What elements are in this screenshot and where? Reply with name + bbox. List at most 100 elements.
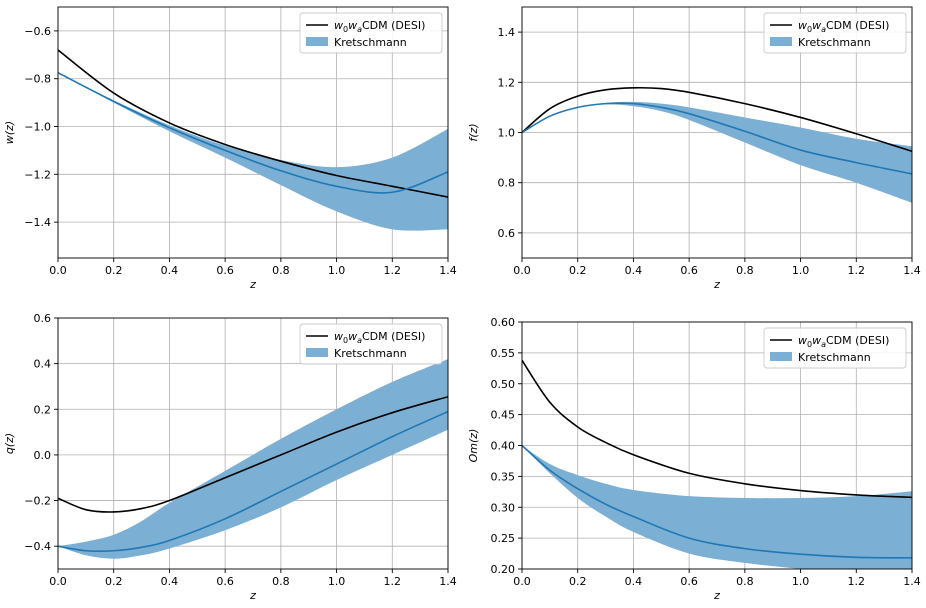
x-tick-label: 0.4 <box>161 575 179 588</box>
legend-label-desi: w0waCDM (DESI) <box>334 19 425 34</box>
legend-label-kretschmann: Kretschmann <box>334 36 407 49</box>
y-tick-label: −0.6 <box>24 25 51 38</box>
x-tick-label: 1.2 <box>384 264 402 277</box>
y-tick-label: 0.30 <box>491 501 516 514</box>
y-axis-label: q(z) <box>3 433 16 454</box>
y-tick-label: 0.45 <box>491 409 516 422</box>
y-tick-label: 1.2 <box>498 76 516 89</box>
legend: w0waCDM (DESI) Kretschmann <box>763 327 907 369</box>
x-axis-label: z <box>713 278 720 291</box>
y-tick-label: 1.4 <box>498 26 516 39</box>
y-tick-label: 0.0 <box>34 449 52 462</box>
y-tick-label: 0.6 <box>34 312 52 325</box>
x-tick-label: 1.4 <box>439 575 457 588</box>
legend-band-swatch <box>306 37 328 46</box>
x-tick-label: 1.4 <box>903 575 921 588</box>
axes-frame <box>57 317 449 570</box>
legend-label-kretschmann: Kretschmann <box>798 36 871 49</box>
desi-line <box>522 86 912 153</box>
x-tick-label: 0.2 <box>569 575 587 588</box>
x-tick-label: 0.0 <box>513 575 531 588</box>
legend-box <box>299 323 443 365</box>
x-tick-label: 1.0 <box>792 575 810 588</box>
y-tick-label: 0.55 <box>491 347 516 360</box>
x-tick-label: 0.8 <box>272 264 290 277</box>
y-tick-label: 0.8 <box>498 177 516 190</box>
legend-label-desi: w0waCDM (DESI) <box>798 19 889 34</box>
y-tick-label: 1.0 <box>498 127 516 140</box>
plot-area <box>58 49 448 231</box>
x-tick-label: 0.2 <box>569 264 587 277</box>
y-tick-label: 0.2 <box>34 403 52 416</box>
kretschmann-mean-line <box>58 72 448 194</box>
x-tick-label: 1.2 <box>384 575 402 588</box>
legend-label-desi: w0waCDM (DESI) <box>334 330 425 345</box>
y-tick-label: 0.25 <box>491 532 516 545</box>
y-tick-label: −0.4 <box>24 540 51 553</box>
legend-band-swatch <box>770 37 792 46</box>
legend: w0waCDM (DESI) Kretschmann <box>763 12 907 54</box>
legend-label-kretschmann: Kretschmann <box>798 351 871 364</box>
x-axis-label: z <box>249 589 256 602</box>
desi-line <box>522 359 912 499</box>
legend-label-desi: w0waCDM (DESI) <box>798 334 889 349</box>
plot-area <box>522 86 912 203</box>
legend: w0waCDM (DESI) Kretschmann <box>299 323 443 365</box>
x-tick-label: 0.8 <box>272 575 290 588</box>
axes-frame <box>57 6 449 259</box>
plot-area <box>522 359 912 569</box>
y-tick-label: 0.50 <box>491 378 516 391</box>
x-tick-label: 1.4 <box>439 264 457 277</box>
desi-line <box>58 49 448 198</box>
desi-line <box>58 395 448 513</box>
panel-1: 0.0 0.2 0.4 0.6 0.8 1.0 1.2 1.4 −0.6 −0.8 −1.0 −1.2… <box>3 6 457 291</box>
x-tick-label: 0.2 <box>105 264 123 277</box>
x-tick-label: 0.4 <box>625 264 643 277</box>
legend-box <box>299 12 443 54</box>
x-tick-label: 0.2 <box>105 575 123 588</box>
x-tick-label: 1.0 <box>328 264 346 277</box>
panel-2: 0.0 0.2 0.4 0.6 0.8 1.0 1.2 1.4 1.4 1.2 1.0 0.8 0.6 z… <box>467 6 921 291</box>
x-tick-label: 0.0 <box>513 264 531 277</box>
kretschmann-mean-line <box>522 444 912 559</box>
panel-3: 0.0 0.2 0.4 0.6 0.8 1.0 1.2 1.4 0.6 0.4 0.2 0.0 −0.2… <box>3 312 457 602</box>
x-tick-label: 0.6 <box>680 575 698 588</box>
legend-box <box>763 12 907 54</box>
x-tick-label: 1.0 <box>792 264 810 277</box>
x-tick-label: 0.0 <box>49 575 67 588</box>
kretschmann-band <box>58 72 448 231</box>
legend: w0waCDM (DESI) Kretschmann <box>299 12 443 54</box>
y-tick-label: −1.0 <box>24 121 51 134</box>
kretschmann-band <box>58 359 448 559</box>
x-tick-label: 0.4 <box>625 575 643 588</box>
x-tick-label: 0.4 <box>161 264 179 277</box>
kretschmann-band <box>522 101 912 203</box>
y-axis-label: w(z) <box>3 121 16 144</box>
y-axis-label: Om(z) <box>467 429 480 463</box>
y-tick-label: −0.2 <box>24 495 51 508</box>
legend-band-swatch <box>770 352 792 361</box>
x-tick-label: 0.6 <box>216 575 234 588</box>
legend-label-kretschmann: Kretschmann <box>334 347 407 360</box>
plot-area <box>58 359 448 559</box>
y-tick-label: −0.8 <box>24 73 51 86</box>
kretschmann-mean-line <box>522 102 912 175</box>
x-axis-label: z <box>713 589 720 602</box>
y-tick-label: 0.20 <box>491 563 516 576</box>
x-tick-label: 1.2 <box>848 575 866 588</box>
x-tick-label: 1.2 <box>848 264 866 277</box>
x-tick-label: 0.8 <box>736 575 754 588</box>
x-tick-label: 1.0 <box>328 575 346 588</box>
kretschmann-band <box>522 445 912 569</box>
y-tick-label: 0.4 <box>34 358 52 371</box>
x-axis-label: z <box>249 278 256 291</box>
x-tick-label: 0.0 <box>49 264 67 277</box>
kretschmann-mean-line <box>58 410 448 553</box>
x-tick-label: 0.6 <box>680 264 698 277</box>
y-tick-label: −1.4 <box>24 216 51 229</box>
y-tick-label: 0.40 <box>491 440 516 453</box>
legend-box <box>763 327 907 369</box>
legend-band-swatch <box>306 348 328 357</box>
x-tick-label: 0.6 <box>216 264 234 277</box>
